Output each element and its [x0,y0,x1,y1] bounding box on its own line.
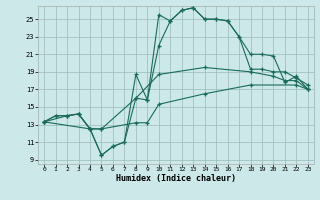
X-axis label: Humidex (Indice chaleur): Humidex (Indice chaleur) [116,174,236,183]
